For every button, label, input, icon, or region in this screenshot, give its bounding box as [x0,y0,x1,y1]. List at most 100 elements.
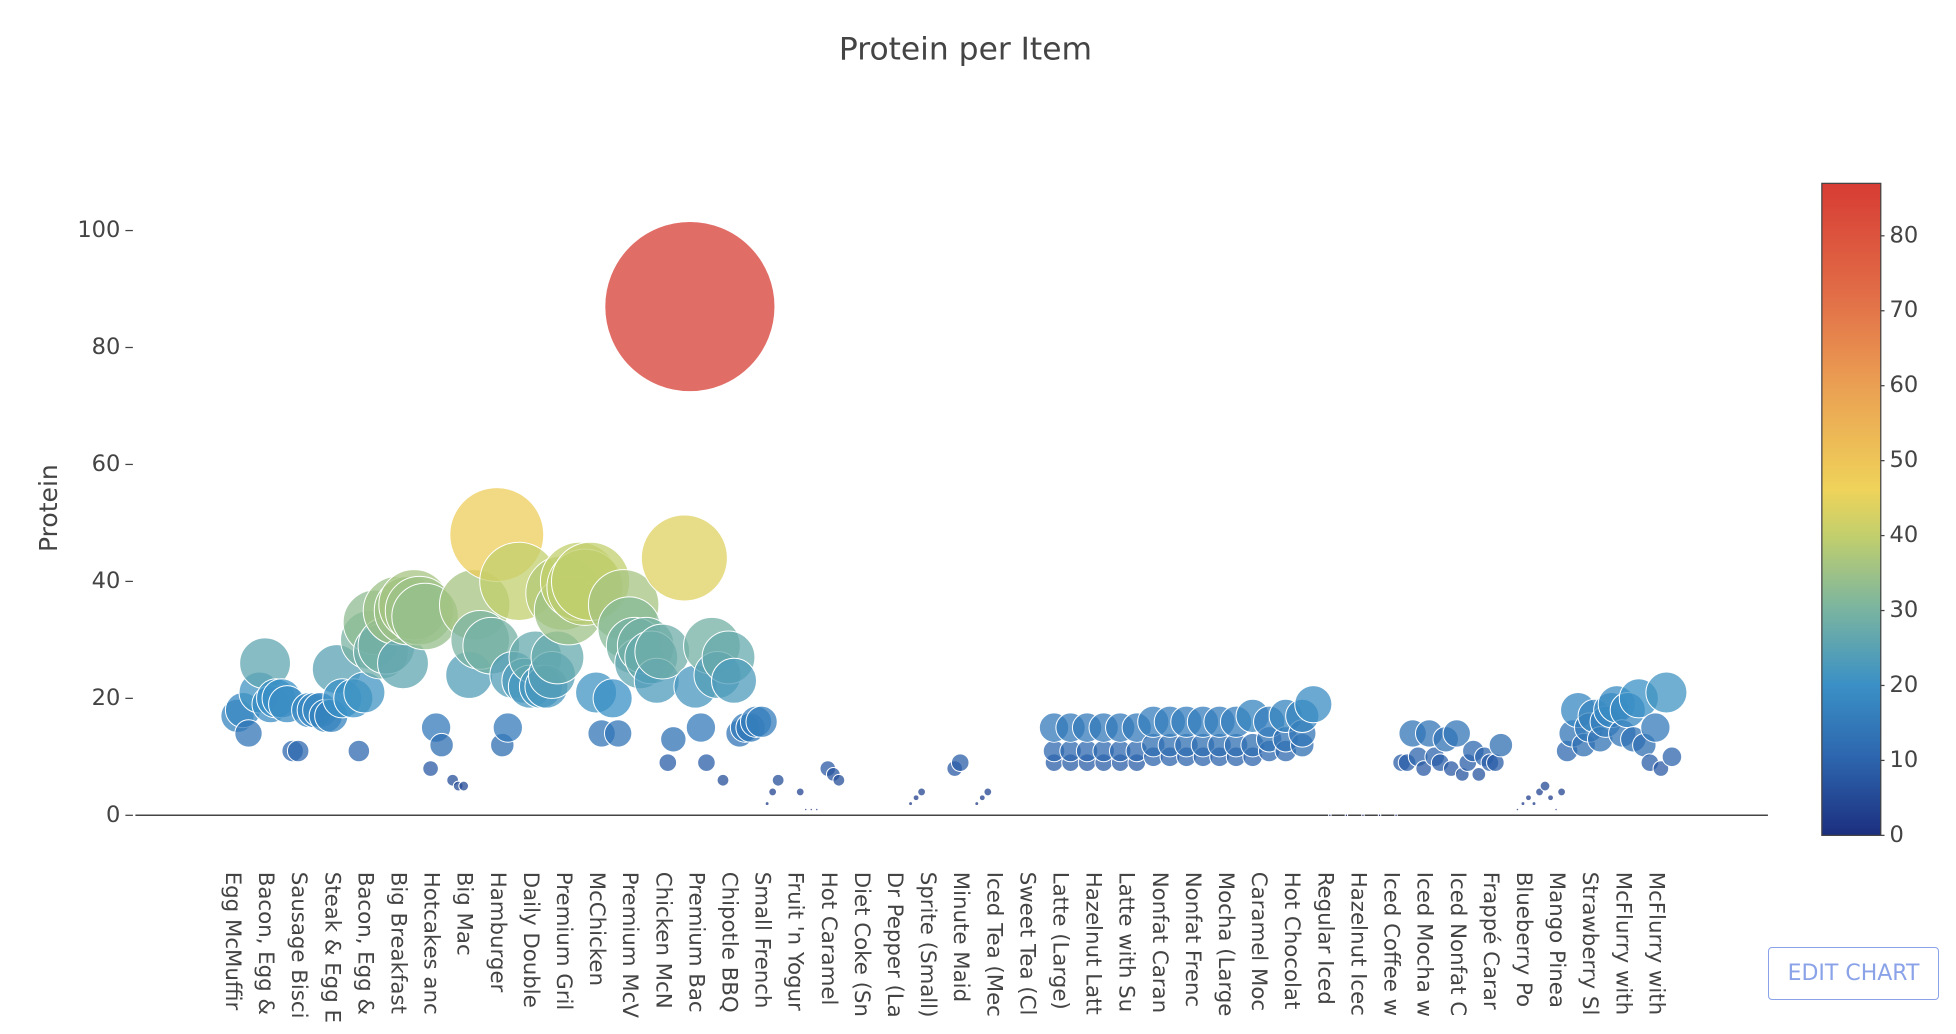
bubble [685,712,717,743]
colorbar-tick-label: 70 [1890,297,1919,323]
bubble [1344,813,1349,818]
bubble [660,726,687,753]
bubble [1377,813,1382,818]
bubble [1488,732,1514,758]
x-tick-label: McChicken [584,872,609,986]
bubble [1294,685,1333,724]
chart-title: Protein per Item [839,31,1092,67]
x-tick-label: Latte with Su [1114,872,1139,1012]
bubble [1515,807,1520,812]
x-tick-label: Premium McV [617,872,642,1019]
y-tick-label: 60 [92,451,121,477]
colorbar-tick-label: 20 [1890,672,1919,698]
x-tick-label: Chipotle BBQ [717,872,742,1013]
bubble [1471,767,1487,782]
bubble [716,773,730,787]
bubble [592,678,633,719]
bubble [974,801,980,807]
bubble [492,712,523,743]
bubble [1652,760,1670,777]
bubble [978,794,986,802]
colorbar-tick-label: 40 [1890,522,1919,548]
bubble [1640,712,1671,743]
colorbar-tick-label: 0 [1890,822,1904,848]
bubble [604,220,776,393]
x-tick-label: Daily Double [518,872,543,1008]
bubble [347,739,371,763]
x-tick-label: Small French [750,872,775,1009]
x-tick-label: Fruit 'n Yogur [783,872,808,1011]
x-tick-label: Hazelnut Icec [1345,872,1370,1016]
bubble [908,801,914,807]
edit-chart-button[interactable]: EDIT CHART [1768,947,1939,1000]
bubble [832,773,846,787]
bubble [1394,813,1398,818]
x-tick-label: Bacon, Egg & [253,872,278,1015]
bubble [917,787,927,797]
bubble [795,787,805,797]
bubble [1645,671,1688,714]
y-tick-label: 80 [92,334,121,360]
x-tick-label: Hamburger [485,872,510,993]
bubble [711,657,758,704]
colorbar-tick-label: 50 [1890,447,1919,473]
bubble [771,773,785,787]
x-tick-label: McFlurry with [1610,872,1635,1015]
x-tick-label: Nonfat Caran [1147,872,1172,1013]
bubble [1557,787,1566,797]
bubble [745,705,778,738]
x-tick-label: Egg McMuffir [220,872,245,1011]
x-tick-label: McFlurry with [1643,872,1668,1015]
x-tick-label: Frappé Carar [1478,872,1503,1010]
x-tick-label: Dr Pepper (La [882,872,907,1018]
x-tick-label: Bacon, Egg & [352,872,377,1015]
bubble [809,807,814,812]
x-tick-label: Sprite (Small) [915,872,940,1018]
bubble [640,514,728,602]
x-tick-label: Chicken McN [650,872,675,1009]
x-tick-label: Hot Chocolat [1279,872,1304,1010]
bubble [1361,813,1365,818]
bubble [1531,801,1537,807]
y-axis-title: Protein [34,464,63,552]
x-tick-label: Minute Maid [948,872,973,1002]
x-tick-label: Blueberry Po [1511,872,1536,1007]
bubble [286,739,310,763]
x-tick-label: Iced Tea (Mec [981,872,1006,1017]
x-tick-label: Premium Bac [683,872,708,1013]
x-tick-label: Steak & Egg E [319,872,344,1023]
x-tick-label: Latte (Large) [1048,872,1073,1010]
x-tick-label: Strawberry Sl [1577,872,1602,1016]
x-tick-label: Iced Coffee w [1379,872,1404,1016]
x-tick-label: Mango Pinea [1544,872,1569,1008]
x-tick-label: Caramel Moc [1246,872,1271,1011]
x-tick-label: Hot Caramel [816,872,841,1006]
bubble [815,807,819,812]
bubble [912,794,920,802]
colorbar [1821,182,1882,836]
bubble [603,719,633,748]
y-tick-label: 100 [77,217,120,243]
bubble [1554,807,1558,812]
y-tick-label: 40 [92,568,121,594]
bubble [1661,746,1683,768]
x-tick-label: Big Breakfast [385,872,410,1014]
bubble [697,753,716,772]
bubble [234,719,263,748]
bubble [1547,794,1554,802]
x-tick-label: Iced Mocha w [1412,872,1437,1017]
colorbar-tick-label: 60 [1890,372,1919,398]
y-tick-label: 20 [92,685,121,711]
bubble [1328,813,1332,818]
bubble [764,801,770,807]
x-tick-label: Big Mac [452,872,477,956]
x-tick-label: Sweet Tea (Cl [1014,872,1039,1016]
x-tick-label: Sausage Bisci [286,872,311,1019]
bubble [1539,780,1551,792]
x-tick-label: Nonfat Frenc [1180,872,1205,1007]
bubble [658,753,678,772]
bubble [983,787,993,797]
bubble [1525,794,1532,802]
x-tick-label: Premium Gril [551,872,576,1011]
